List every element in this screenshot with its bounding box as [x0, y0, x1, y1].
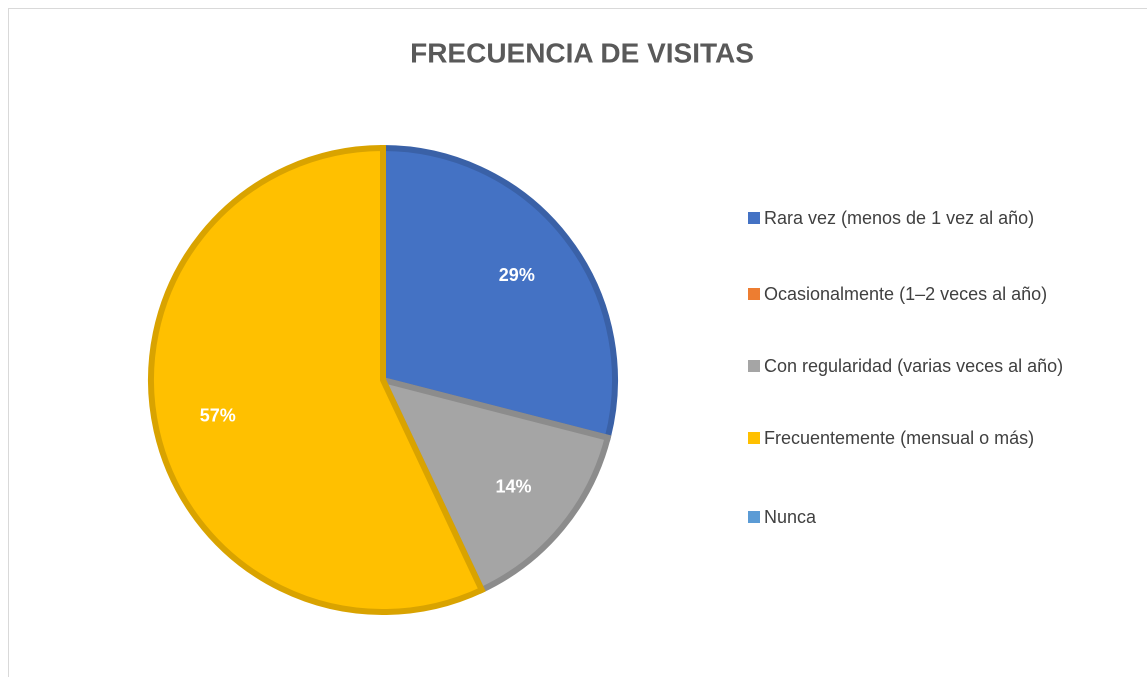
- legend-label: Con regularidad (varias veces al año): [764, 356, 1064, 376]
- legend-label: Ocasionalmente (1–2 veces al año): [764, 284, 1048, 304]
- legend-item: Ocasionalmente (1–2 veces al año): [748, 281, 1138, 307]
- chart-border: [8, 8, 1147, 677]
- data-label: 57%: [200, 406, 236, 426]
- legend-item: Con regularidad (varias veces al año): [748, 353, 1138, 379]
- legend-label: Rara vez (menos de 1 vez al año): [764, 208, 1035, 228]
- data-label: 29%: [499, 265, 535, 285]
- legend-label: Frecuentemente (mensual o más): [764, 428, 1035, 448]
- legend-label: Nunca: [764, 507, 817, 527]
- data-label: 14%: [495, 477, 531, 497]
- pie-slice: [148, 144, 486, 615]
- legend-swatch: [748, 432, 760, 444]
- legend-swatch: [748, 288, 760, 300]
- legend-item: Nunca: [748, 504, 1138, 530]
- chart-title: FRECUENCIA DE VISITAS: [410, 37, 754, 68]
- legend-swatch: [748, 360, 760, 372]
- pie-slice: [377, 375, 612, 594]
- legend-swatch: [748, 511, 760, 523]
- legend-item: Frecuentemente (mensual o más): [748, 425, 1138, 451]
- legend-item: Rara vez (menos de 1 vez al año): [748, 205, 1138, 231]
- pie-slice: [380, 144, 618, 442]
- legend-swatch: [748, 212, 760, 224]
